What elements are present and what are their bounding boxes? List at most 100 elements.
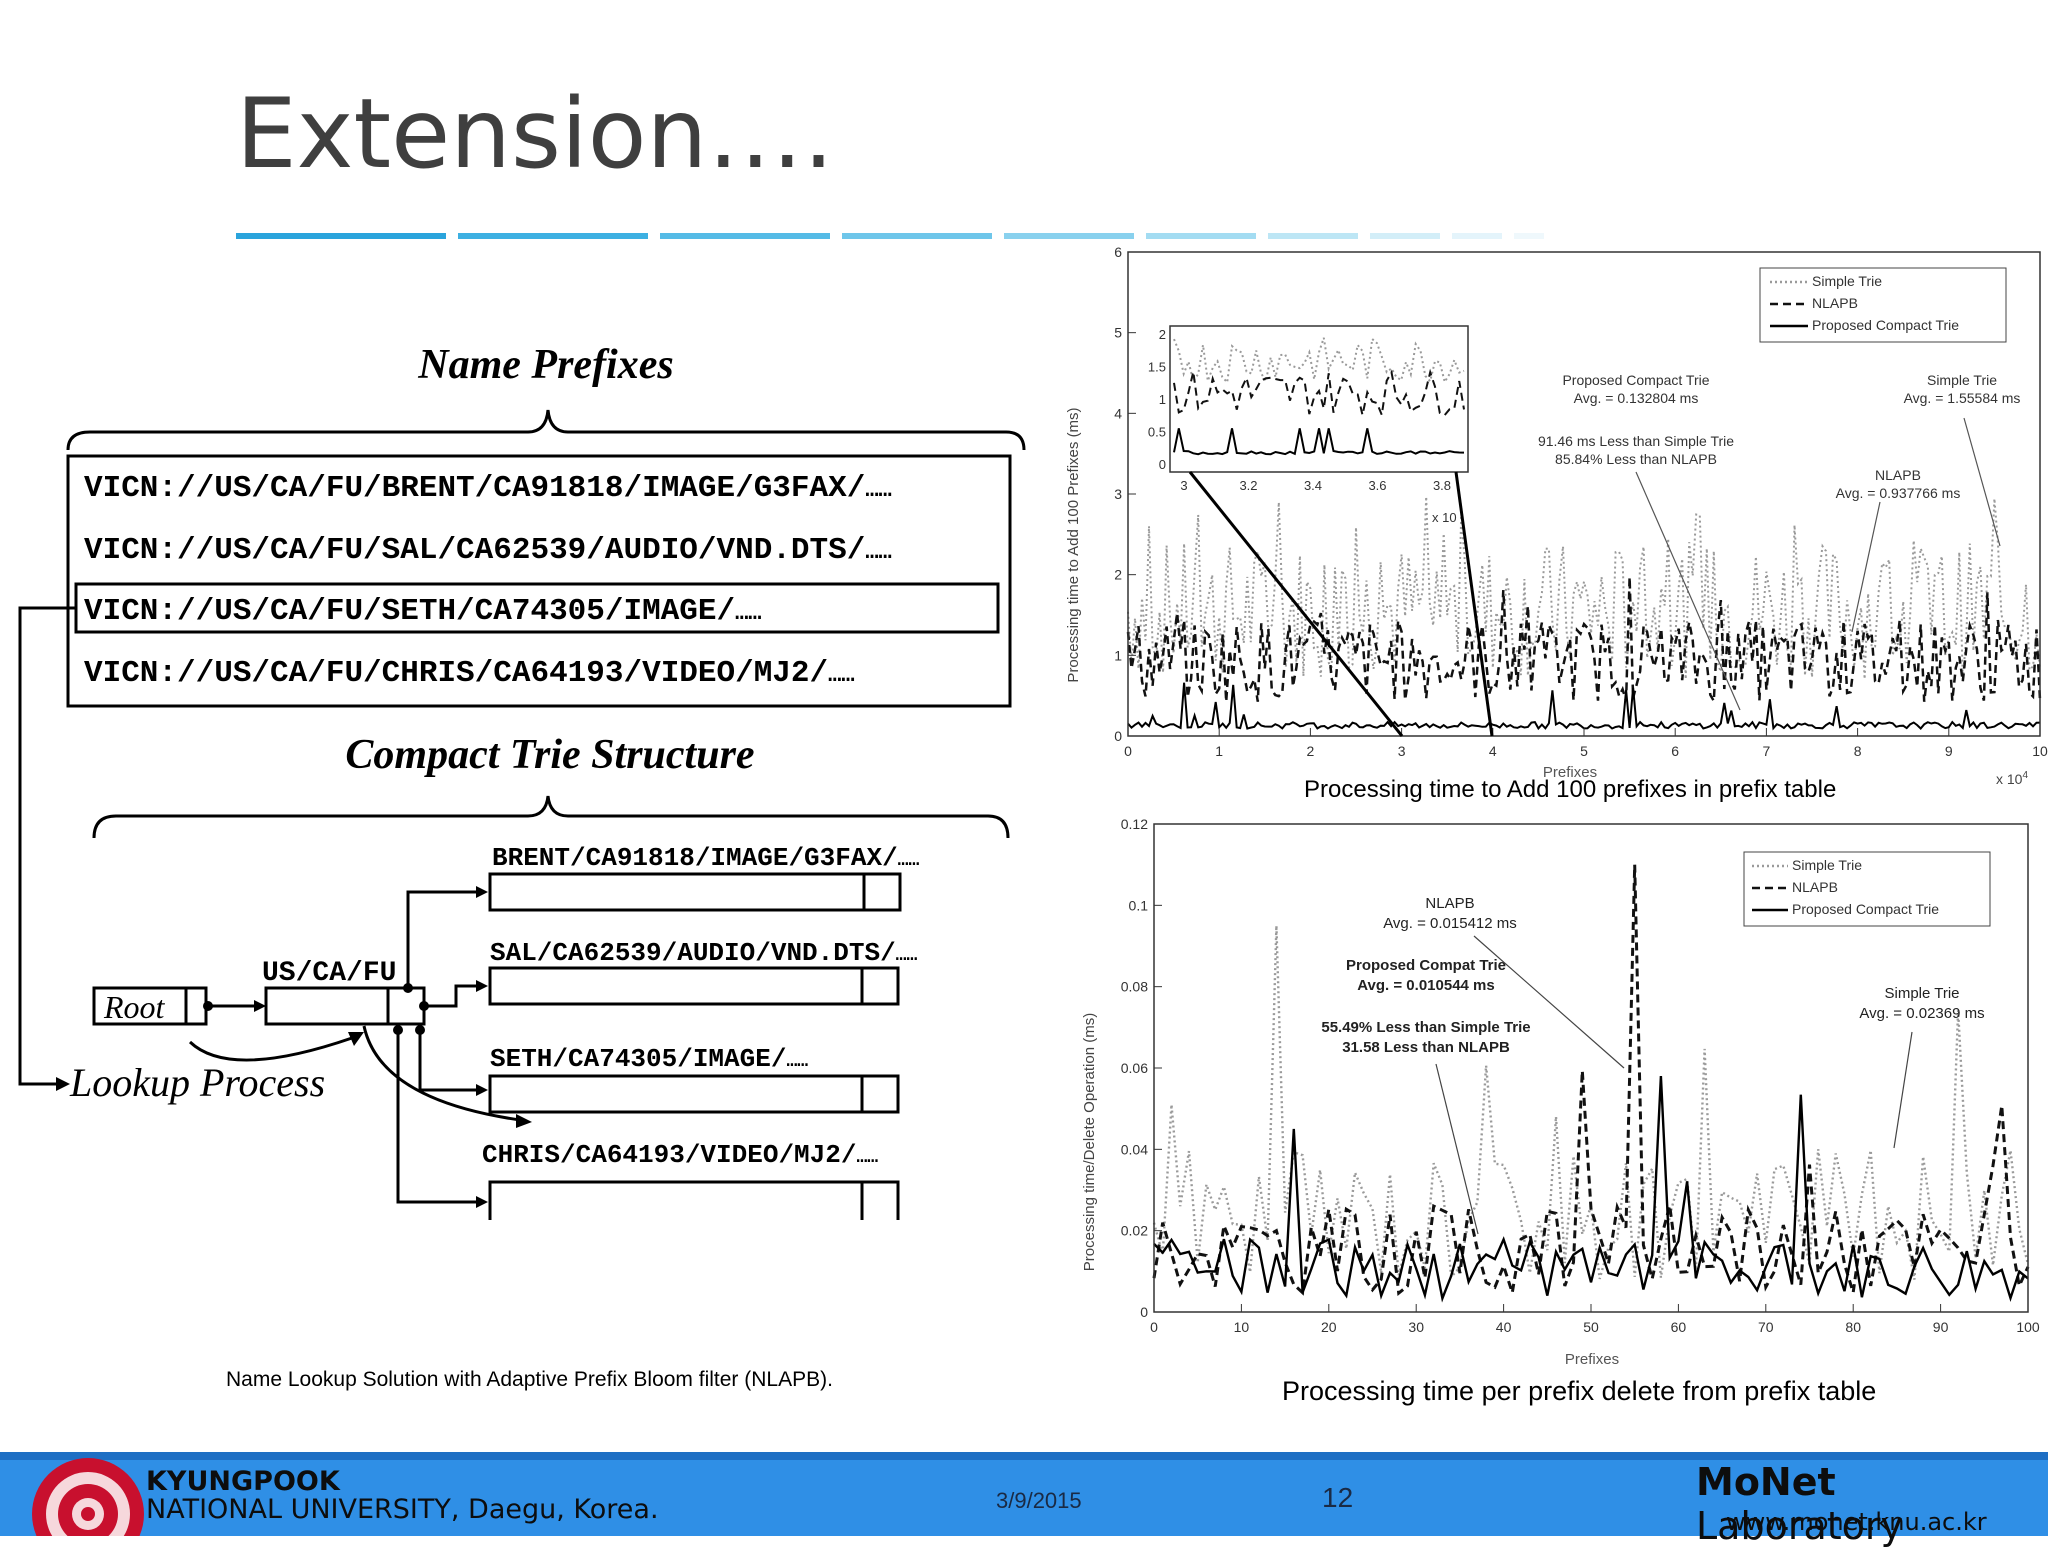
university-name-line2: NATIONAL UNIVERSITY, Daegu, Korea. — [146, 1494, 659, 1525]
chart-annotation: Avg. = 0.010544 ms — [1357, 977, 1494, 994]
x-axis-label: Prefixes — [1565, 1351, 1619, 1368]
x-tick-label: 0 — [1124, 743, 1132, 759]
leaf-node — [488, 1074, 900, 1114]
y-tick-label: 0 — [1140, 1304, 1148, 1320]
chart-annotation: Simple Trie — [1927, 372, 1997, 388]
x-axis-label: Prefixes — [1543, 764, 1597, 781]
y-tick-label: 5 — [1114, 325, 1122, 341]
page-number: 12 — [1322, 1482, 1354, 1513]
y-tick-label: 0.12 — [1121, 816, 1148, 832]
annotation-pointer — [1851, 501, 1881, 633]
leaf-node — [488, 966, 900, 1006]
leaf-label: BRENT/CA91818/IMAGE/G3FAX/…… — [492, 843, 919, 873]
footer-bar — [0, 1452, 2048, 1536]
prefixes-brace — [66, 409, 1026, 451]
y-axis-label: Processing time/Delete Operation (ms) — [1081, 1013, 1098, 1271]
footer-strip — [0, 1452, 2048, 1460]
leaf-label: CHRIS/CA64193/VIDEO/MJ2/…… — [482, 1140, 878, 1170]
annotation-pointer — [1435, 1063, 1479, 1235]
chart-annotation: Avg. = 0.132804 ms — [1574, 390, 1699, 406]
inset-x-tick-label: 3.8 — [1433, 478, 1451, 493]
chart1-caption: Processing time to Add 100 prefixes in p… — [1304, 776, 1837, 803]
chart-annotation: Proposed Compact Trie — [1562, 372, 1709, 388]
zoom-connector — [1454, 471, 1494, 737]
inset-y-tick-label: 0 — [1159, 457, 1166, 472]
x-tick-label: 90 — [1933, 1319, 1949, 1335]
lookup-process-label: Lookup Process — [69, 1060, 325, 1105]
chart-annotation: Simple Trie — [1884, 985, 1959, 1002]
inset-series-dashed — [1173, 368, 1465, 419]
y-tick-label: 0.1 — [1129, 897, 1149, 913]
chart-annotation: Avg. = 0.015412 ms — [1383, 915, 1517, 932]
x-tick-label: 30 — [1408, 1319, 1424, 1335]
university-name-line1: KYUNGPOOK — [146, 1466, 340, 1497]
inset-y-tick-label: 1 — [1159, 392, 1166, 407]
x-tick-label: 6 — [1671, 743, 1679, 759]
x-tick-label: 100 — [2016, 1319, 2040, 1335]
x-tick-label: 3 — [1398, 743, 1406, 759]
legend-entry: Proposed Compact Trie — [1792, 901, 1939, 917]
x-tick-label: 4 — [1489, 743, 1497, 759]
chart-annotation: 55.49% Less than Simple Trie — [1321, 1019, 1530, 1036]
chart-annotation: Avg. = 0.02369 ms — [1859, 1005, 1984, 1022]
prefix-line: VICN://US/CA/FU/SAL/CA62539/AUDIO/VND.DT… — [84, 533, 892, 568]
annotation-pointer — [1893, 1031, 1913, 1149]
x-tick-label: 40 — [1496, 1319, 1512, 1335]
y-tick-label: 4 — [1114, 405, 1122, 421]
mid-node-label: US/CA/FU — [262, 958, 396, 989]
inset-x-tick-label: 3.2 — [1239, 478, 1257, 493]
chart-annotation: Avg. = 0.937766 ms — [1836, 485, 1961, 501]
annotation-pointer — [1473, 935, 1625, 1069]
series-line-solid — [1153, 1075, 2029, 1303]
legend-entry: NLAPB — [1812, 295, 1858, 311]
y-tick-label: 3 — [1114, 486, 1122, 502]
university-seal — [32, 1458, 144, 1536]
inset-x-tick-label: 3.6 — [1368, 478, 1386, 493]
x-tick-label: 9 — [1945, 743, 1953, 759]
y-tick-label: 0.06 — [1121, 1060, 1148, 1076]
chart-annotation: NLAPB — [1425, 895, 1474, 912]
x-tick-label: 7 — [1763, 743, 1771, 759]
y-tick-label: 2 — [1114, 567, 1122, 583]
y-tick-label: 1 — [1114, 647, 1122, 663]
legend-entry: Simple Trie — [1792, 857, 1862, 873]
zoom-connector — [1188, 471, 1404, 737]
name-prefixes-title: Name Prefixes — [417, 342, 673, 388]
name-lookup-diagram: Name Prefixes VICN://US/CA/FU/BRENT/CA91… — [18, 342, 1026, 1220]
y-tick-label: 6 — [1114, 244, 1122, 260]
mid-node — [264, 986, 426, 1026]
x-tick-label: 70 — [1758, 1319, 1774, 1335]
diagram-caption: Name Lookup Solution with Adaptive Prefi… — [226, 1368, 833, 1391]
annotation-pointer — [1635, 471, 1741, 711]
lookup-connector — [18, 606, 76, 1086]
compact-trie-title: Compact Trie Structure — [345, 732, 754, 778]
trie-brace — [92, 795, 1010, 839]
legend: Simple Trie NLAPB Proposed Compact Trie — [1743, 851, 1991, 927]
inset-y-tick-label: 1.5 — [1148, 360, 1166, 375]
chart2-caption: Processing time per prefix delete from p… — [1282, 1376, 1877, 1406]
delete-prefix-chart: 0 10 20 30 40 50 60 70 80 90 100 0 0.02 0.04 0.06 0.08 0… — [1081, 816, 2040, 1368]
x-tick-label: 10 — [2032, 743, 2048, 759]
prefix-line-highlighted: VICN://US/CA/FU/SETH/CA74305/IMAGE/…… — [84, 594, 762, 629]
chart-annotation: Proposed Compat Trie — [1346, 957, 1506, 974]
x-tick-label: 10 — [1234, 1319, 1250, 1335]
chart-annotation: Avg. = 1.55584 ms — [1904, 390, 2021, 406]
series-line-dotted — [1152, 925, 2030, 1280]
inset-y-tick-label: 2 — [1159, 327, 1166, 342]
x-tick-label: 8 — [1854, 743, 1862, 759]
root-label: Root — [103, 989, 166, 1025]
legend-entry: Proposed Compact Trie — [1812, 317, 1959, 333]
x-tick-label: 5 — [1580, 743, 1588, 759]
x-tick-label: 50 — [1583, 1319, 1599, 1335]
slide-title: Extension…. — [236, 78, 834, 190]
series-line-dotted — [1127, 496, 2041, 680]
x-tick-label: 80 — [1845, 1319, 1861, 1335]
inset-x-tick-label: 3 — [1180, 478, 1187, 493]
y-tick-label: 0.04 — [1121, 1141, 1148, 1157]
y-tick-label: 0.02 — [1121, 1223, 1148, 1239]
inset-x-multiplier: x 10 — [1432, 510, 1457, 525]
y-tick-label: 0 — [1114, 728, 1122, 744]
chart-annotation: 91.46 ms Less than Simple Trie — [1538, 433, 1734, 449]
inset-x-tick-label: 3.4 — [1304, 478, 1322, 493]
x-tick-label: 60 — [1671, 1319, 1687, 1335]
